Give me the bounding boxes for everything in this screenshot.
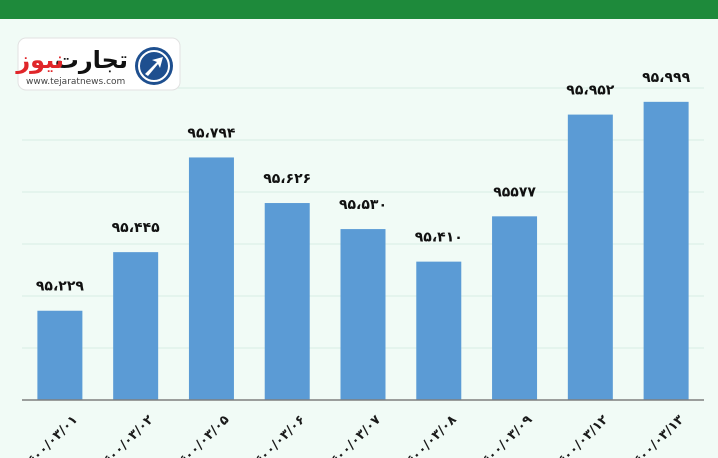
bar-value-label: ۹۵،۲۲۹ (36, 279, 84, 295)
value-labels: ۹۵،۲۲۹ ۹۵،۴۴۵ ۹۵،۷۹۴ ۹۵،۶۲۶ ۹۵،۵۳۰ ۹۵،۴۱۰ ۹۵۵۷… (36, 70, 691, 295)
bars (37, 101, 689, 401)
bar (416, 261, 462, 400)
bar-value-label: ۹۵،۹۵۲ (566, 83, 614, 99)
bar-value-label: ۹۵،۶۲۶ (263, 171, 311, 187)
bar-value-label: ۹۵۵۷۷ (493, 184, 536, 200)
header-bar (0, 0, 718, 19)
bar (188, 157, 234, 400)
bar-value-label: ۹۵،۵۳۰ (339, 197, 387, 213)
bar (340, 229, 386, 400)
bar-value-label: ۹۵،۷۹۴ (187, 125, 235, 141)
logo-emblem-icon (135, 47, 173, 85)
bar (492, 216, 538, 400)
bar (264, 203, 310, 400)
bar-value-label: ۹۵،۹۹۹ (642, 70, 690, 86)
logo-url: www.tejaratnews.com (26, 77, 125, 87)
bar (643, 101, 689, 401)
bar-value-label: ۹۵،۴۴۵ (112, 220, 160, 236)
bar (567, 114, 613, 400)
logo-name-part1: تجارت (55, 46, 128, 74)
bar (113, 252, 159, 400)
logo-name-part2: نیوز (15, 46, 64, 74)
bar-value-label: ۹۵،۴۱۰ (415, 230, 463, 246)
bar (37, 310, 83, 400)
brand-logo: تجارت نیوز www.tejaratnews.com (15, 37, 181, 91)
